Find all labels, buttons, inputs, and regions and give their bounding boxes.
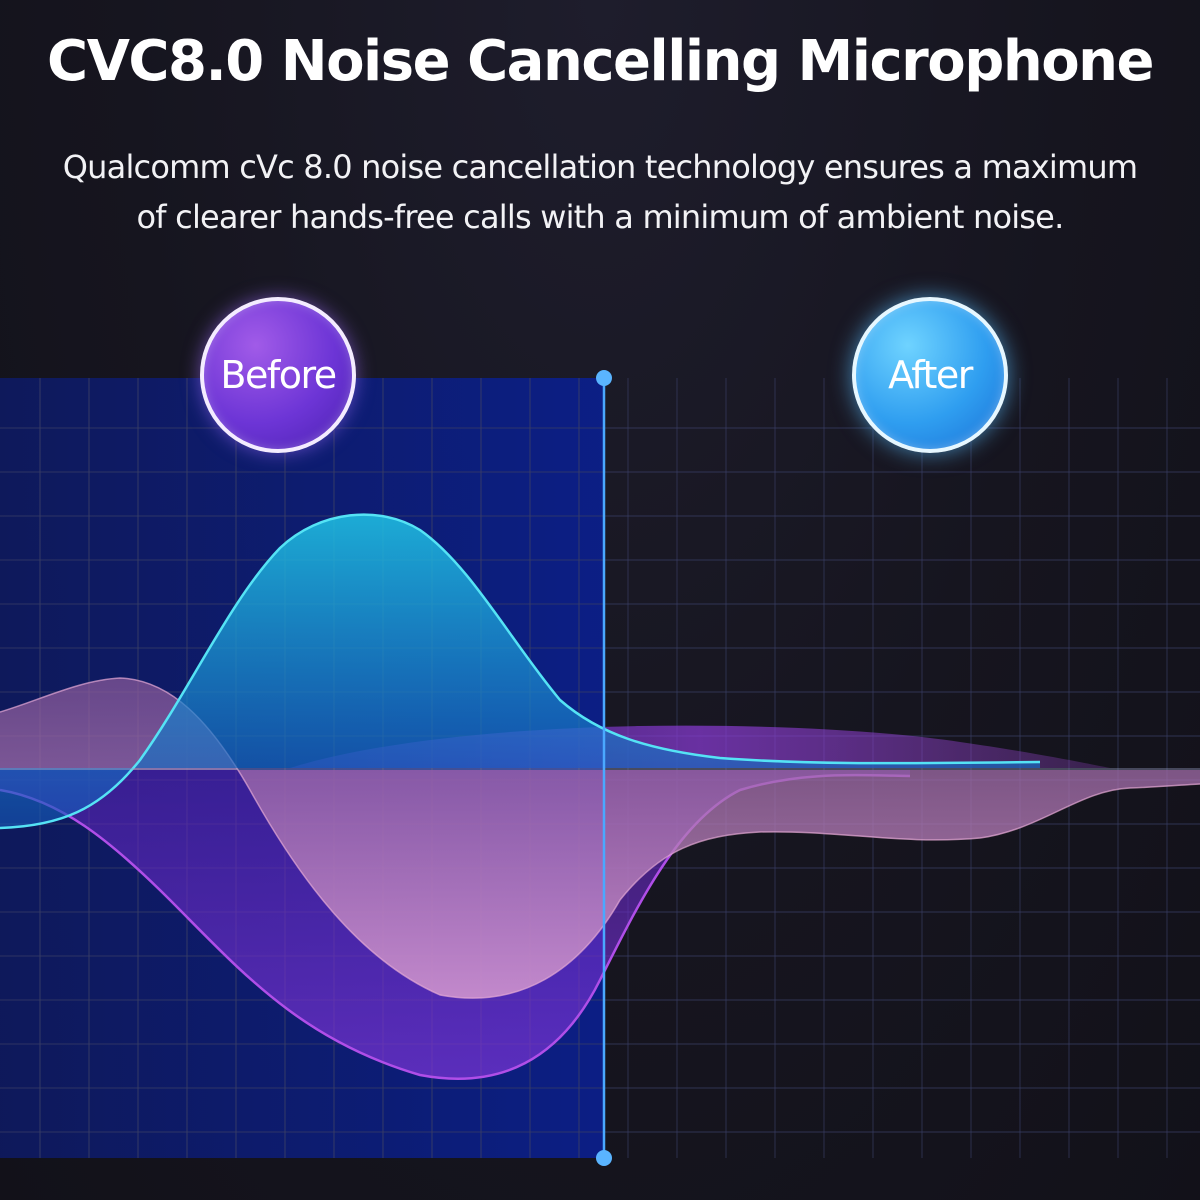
subtitle-line-1: Qualcomm cVc 8.0 noise cancellation tech… (62, 148, 1138, 186)
noise-wave-pink (0, 678, 1200, 999)
divider-handle-top (596, 370, 612, 386)
voice-wave-fill (0, 514, 1040, 828)
voice-wave (0, 513, 1041, 830)
page-subtitle: Qualcomm cVc 8.0 noise cancellation tech… (20, 142, 1180, 242)
after-badge: After (852, 297, 1008, 453)
subtitle-line-2: of clearer hands-free calls with a minim… (136, 198, 1065, 236)
before-badge: Before (200, 297, 356, 453)
divider-handle-bottom (596, 1150, 612, 1166)
page-title: CVC8.0 Noise Cancelling Microphone (46, 29, 1155, 94)
